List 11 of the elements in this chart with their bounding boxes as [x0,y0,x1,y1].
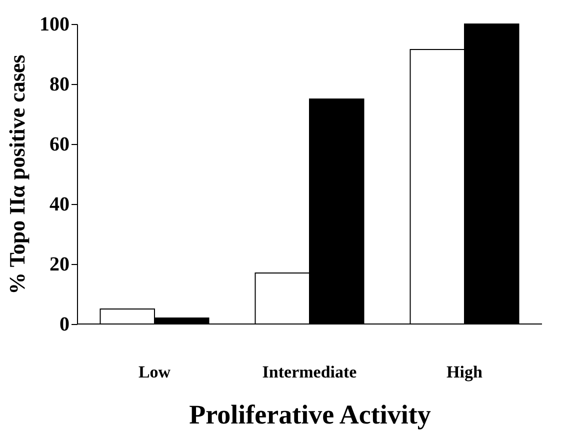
y-tick-label: 60 [50,134,70,156]
y-tick-label: 20 [50,254,70,276]
y-tick-label: 40 [50,194,70,216]
y-axis-title: % Topo IIα positive cases [4,54,30,294]
x-axis-title: Proliferative Activity [189,400,432,430]
y-tick-label: 100 [40,14,70,36]
y-tick-label: 80 [50,74,70,96]
x-tick-label: High [446,362,483,382]
x-tick-label: Intermediate [262,362,358,382]
y-tick-label: 0 [60,314,70,336]
x-tick-label: Low [138,362,172,382]
